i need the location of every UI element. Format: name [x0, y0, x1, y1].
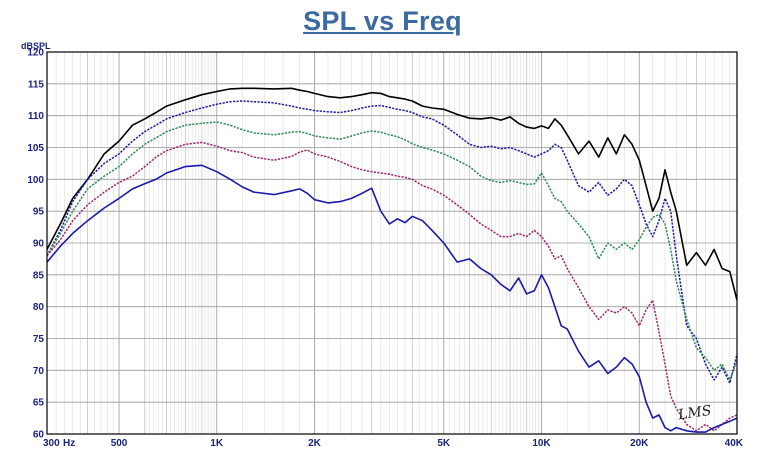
series-line-3 [47, 121, 737, 381]
y-tick-label: 60 [33, 430, 45, 441]
x-axis-unit-label: Hz [63, 438, 75, 449]
series-line-4 [47, 141, 737, 432]
y-axis-label: dBSPL [21, 41, 51, 51]
series-line-5 [47, 164, 737, 433]
x-tick-label: 1K [210, 438, 224, 449]
plot-frame [46, 51, 738, 435]
series-line-2 [47, 100, 737, 384]
watermark-logo: LMS [676, 403, 712, 424]
chart-title: SPL vs Freq [303, 6, 462, 36]
y-tick-label: 115 [28, 79, 45, 90]
y-tick-label: 95 [33, 207, 45, 218]
x-tick-label: 500 [111, 438, 128, 449]
y-tick-label: 65 [33, 398, 45, 409]
y-tick-label: 100 [27, 175, 44, 186]
y-tick-label: 75 [33, 334, 45, 345]
y-tick-label: 80 [33, 302, 45, 313]
y-tick-label: 120 [27, 48, 44, 59]
x-tick-labels: 300 500 1K 2K 5K 10K 20K 40K [43, 438, 744, 449]
x-tick-label: 300 [43, 438, 60, 449]
series-line-1 [47, 87, 737, 301]
x-tick-label: 2K [308, 438, 322, 449]
grid [47, 51, 737, 435]
x-tick-label: 20K [630, 438, 649, 449]
series-group [47, 87, 737, 433]
x-tick-label: 40K [725, 438, 744, 449]
y-tick-label: 85 [33, 270, 45, 281]
x-tick-label: 10K [532, 438, 551, 449]
y-tick-label: 110 [28, 111, 45, 122]
y-tick-labels: 60 65 70 75 80 85 90 95 100 105 110 115 120 [27, 48, 44, 441]
y-tick-label: 90 [33, 239, 45, 250]
y-tick-label: 70 [33, 366, 45, 377]
x-tick-label: 5K [437, 438, 451, 449]
y-tick-label: 105 [27, 143, 44, 154]
